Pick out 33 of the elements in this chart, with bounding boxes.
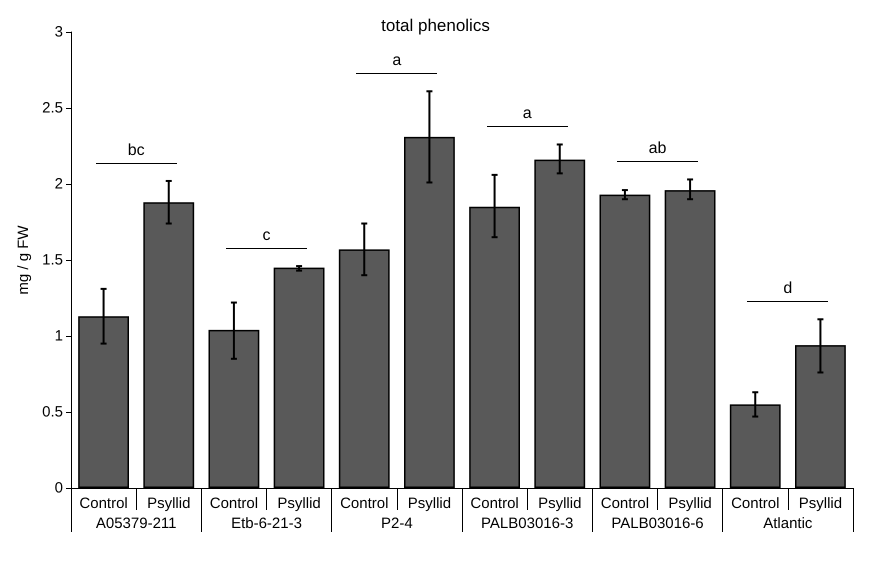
x-tick-label: Psyllid bbox=[538, 495, 582, 512]
annotation: a bbox=[522, 104, 533, 124]
annotation: c bbox=[261, 226, 272, 246]
y-tick-label: 1 bbox=[54, 328, 63, 344]
text: A05379-211 bbox=[96, 515, 176, 532]
text: Etb-6-21-3 bbox=[231, 515, 302, 532]
x-tick-label: Control bbox=[210, 495, 258, 512]
chart-title: total phenolics bbox=[381, 16, 490, 35]
text: PALB03016-3 bbox=[481, 515, 574, 532]
y-tick-label: 3 bbox=[54, 24, 63, 40]
x-tick-label: Psyllid bbox=[147, 495, 190, 512]
text: Atlantic bbox=[763, 515, 813, 532]
annotation: bc bbox=[126, 140, 146, 161]
annotation: a bbox=[391, 51, 402, 72]
text: PALB03016-6 bbox=[611, 515, 704, 532]
x-tick-label: Control bbox=[470, 495, 519, 512]
y-axis-title: mg / g FW bbox=[15, 224, 32, 295]
x-tick-label: Psyllid bbox=[277, 495, 321, 512]
x-tick-label: Control bbox=[600, 495, 650, 512]
y-tick-label: 2.5 bbox=[42, 100, 63, 116]
x-tick-label: Control bbox=[731, 495, 780, 512]
text: P2-4 bbox=[380, 515, 413, 532]
annotation: ab bbox=[648, 139, 668, 160]
y-tick-label: 0.5 bbox=[42, 404, 63, 420]
x-tick-label: Control bbox=[79, 495, 128, 512]
x-tick-label: Psyllid bbox=[798, 495, 842, 512]
x-tick-label: Psyllid bbox=[668, 495, 712, 512]
y-tick-label: 2 bbox=[54, 176, 63, 192]
y-tick-label: 1.5 bbox=[42, 252, 63, 268]
x-tick-label: Control bbox=[340, 495, 388, 512]
annotation: d bbox=[782, 279, 794, 300]
x-tick-label: Psyllid bbox=[408, 495, 452, 512]
y-tick-label: 0 bbox=[54, 480, 63, 496]
